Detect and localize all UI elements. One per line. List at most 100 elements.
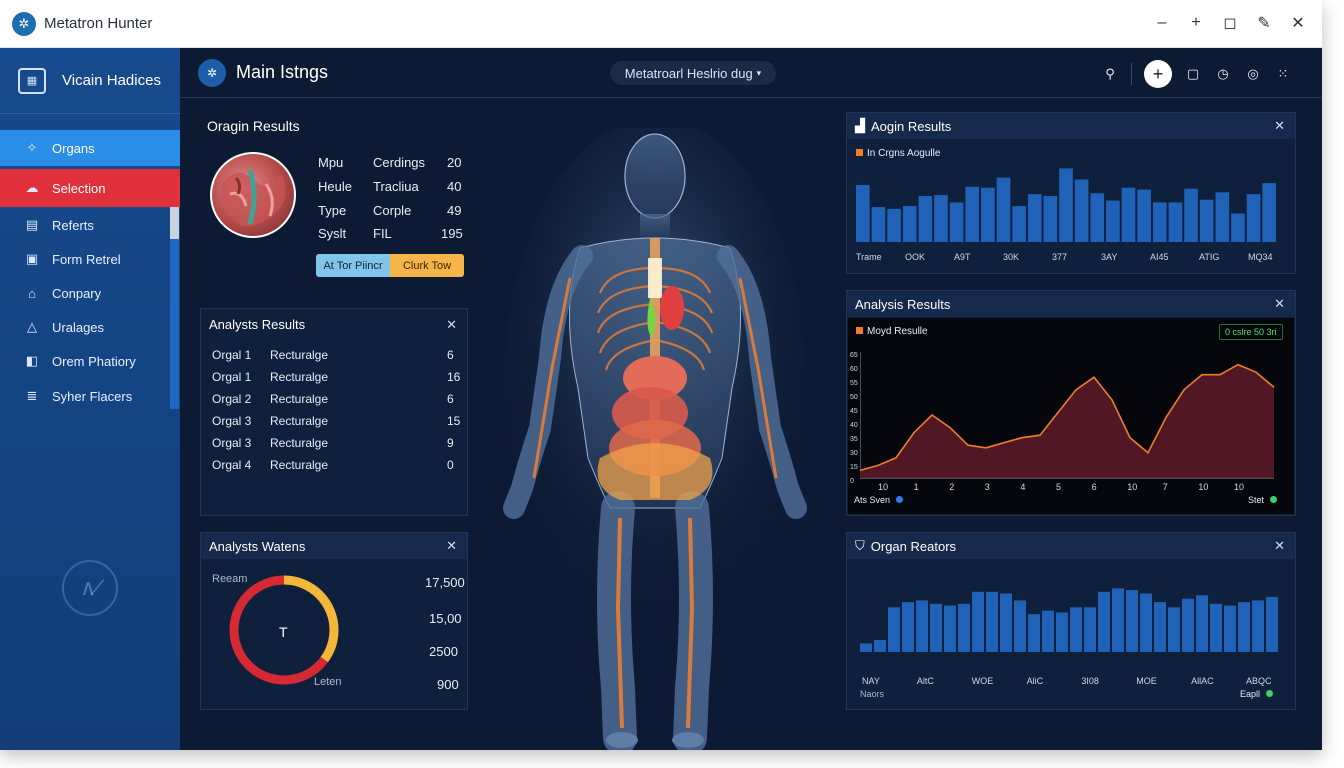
x-tick-label: ABQC [1246, 676, 1272, 686]
aogin-bar [1231, 213, 1245, 242]
close-icon[interactable]: ✕ [1274, 296, 1285, 311]
close-icon[interactable]: ✕ [446, 538, 457, 553]
metric-value: 17,500 [425, 575, 465, 590]
analysis-row-type: Recturalge [270, 414, 329, 428]
metric-value: 900 [437, 677, 459, 692]
x-tick-label: 6 [1091, 482, 1097, 492]
app-title: Metatron Hunter [44, 15, 153, 32]
aogin-bar [1106, 200, 1120, 242]
add-icon[interactable]: + [1191, 14, 1201, 31]
reators-bar [986, 591, 998, 652]
sidebar-item-syher-flacers[interactable]: ≣ Syher Flacers [0, 378, 180, 414]
y-tick-label: 55 [850, 380, 858, 387]
close-icon[interactable]: ✕ [1274, 538, 1285, 553]
organ-row-c: 195 [441, 226, 463, 241]
y-tick-label: 30 [850, 450, 858, 457]
legend-label: In Crgns Aogulle [867, 148, 941, 159]
clock-icon[interactable]: ◷ [1217, 66, 1229, 81]
settings-icon[interactable]: ◎ [1247, 66, 1259, 81]
reators-bar [1140, 593, 1152, 652]
aogin-bar [1152, 202, 1167, 242]
panel-header: ▟ Aogin Results ✕ [847, 113, 1295, 139]
company-icon: ⌂ [28, 285, 36, 301]
sidebar-item-selection[interactable]: ☁ Selection [0, 169, 180, 207]
analysis-row-type: Recturalge [270, 370, 329, 384]
y-tick-label: 50 [850, 394, 858, 401]
analysis-row-type: Recturalge [270, 436, 329, 450]
aogin-bar [1090, 193, 1105, 242]
page-title: Main Istngs [236, 62, 329, 82]
sidebar-item-referts[interactable]: ▤ Referts [0, 207, 180, 243]
sidebar-scrollbar-thumb[interactable] [170, 207, 179, 239]
minimize-icon[interactable]: – [1157, 14, 1167, 31]
x-tick-label: 10 [878, 482, 889, 492]
reators-bar [1182, 598, 1194, 652]
reators-bar [1000, 593, 1012, 652]
close-icon[interactable]: ✕ [1274, 118, 1285, 133]
title-bar: ✲ Metatron Hunter – + ◻ ✎ ✕ [0, 0, 1322, 48]
analysis-row-organ: Orgal 1 [212, 370, 252, 384]
status-dot-icon [895, 496, 903, 503]
close-icon[interactable]: ✕ [1291, 15, 1305, 32]
sidebar-item-label: Organs [52, 140, 95, 156]
reators-bar [944, 605, 956, 652]
aogin-bar [871, 207, 886, 242]
add-button[interactable]: + [1144, 60, 1172, 88]
analysis-row-type: Recturalge [270, 348, 329, 362]
sidebar-item-orem-phatiory[interactable]: ◧ Orem Phatiory [0, 343, 180, 379]
aogin-bar [934, 195, 948, 242]
search-icon[interactable]: ⚲ [1105, 66, 1115, 81]
area-fill [860, 364, 1274, 478]
reators-bar [1252, 600, 1264, 652]
sidebar-item-conpary[interactable]: ⌂ Conpary [0, 275, 180, 311]
aogin-bar [996, 177, 1011, 242]
gauge-center-label: T [279, 624, 288, 640]
sidebar-item-uralages[interactable]: △ Uralages [0, 309, 180, 345]
sidebar-header-label: Vicain Hadices [62, 72, 161, 89]
x-tick-label: 3 [984, 482, 990, 492]
x-tick-label: 10 [1234, 482, 1245, 492]
grid-icon[interactable]: ⁙ [1277, 66, 1289, 81]
panel-title: Analysts Results [209, 316, 306, 332]
window-icon[interactable]: ▢ [1186, 66, 1200, 81]
stack-icon: ≣ [26, 388, 38, 403]
x-tick-label: 10 [1198, 482, 1209, 492]
primary-action-button[interactable]: At Tor Piincr [316, 254, 390, 277]
aogin-bar [1027, 194, 1042, 242]
analysis-row-value: 6 [447, 348, 454, 362]
aogin-bar [1215, 192, 1230, 242]
brand-watermark-icon: ∧∕ [62, 560, 118, 616]
sidebar-item-label: Conpary [52, 285, 102, 301]
footer-label: Eapll [1240, 689, 1261, 699]
pin-icon[interactable]: ✎ [1257, 15, 1271, 32]
analysis-row-value: 15 [447, 414, 461, 428]
context-dropdown-value: Metatroarl Heslrio dug [624, 65, 753, 81]
close-icon[interactable]: ✕ [446, 317, 457, 332]
reators-bar [916, 600, 928, 652]
restore-icon[interactable]: ◻ [1223, 15, 1237, 32]
organ-row-c: 20 [447, 155, 462, 170]
context-dropdown[interactable]: Metatroarl Heslrio dug ▾ [610, 61, 776, 85]
sidebar-item-organs[interactable]: ✧ Organs [0, 130, 180, 166]
analysis-row-type: Recturalge [270, 458, 329, 472]
chart-footer-right: Stet [1248, 495, 1277, 505]
aogin-bar [1012, 206, 1026, 242]
x-tick-label: 2 [949, 482, 955, 492]
aogin-bar [949, 202, 964, 242]
reators-bar [1084, 607, 1096, 652]
sidebar-item-label: Uralages [52, 319, 105, 335]
x-tick-label: AllAC [1191, 676, 1214, 686]
legend-swatch [856, 149, 863, 156]
y-tick-label: 40 [850, 422, 858, 429]
sidebar-scrollbar[interactable] [170, 207, 179, 409]
gauge-bottom-label: Leten [314, 676, 342, 688]
reators-bar [1210, 603, 1222, 652]
y-tick-label: 0 [850, 478, 854, 485]
x-tick-label: 377 [1052, 252, 1068, 262]
analysis-row-value: 6 [447, 392, 454, 406]
panel-header: Analysis Results ✕ [847, 291, 1295, 317]
chart-footer-left: Ats Sven [854, 495, 903, 505]
sidebar-item-form-retrel[interactable]: ▣ Form Retrel [0, 241, 180, 277]
panel-header: Analysts Watens ✕ [201, 533, 467, 559]
secondary-action-button[interactable]: Clurk Tow [390, 254, 464, 277]
